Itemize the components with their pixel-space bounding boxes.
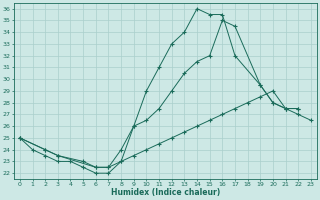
X-axis label: Humidex (Indice chaleur): Humidex (Indice chaleur) xyxy=(111,188,220,197)
